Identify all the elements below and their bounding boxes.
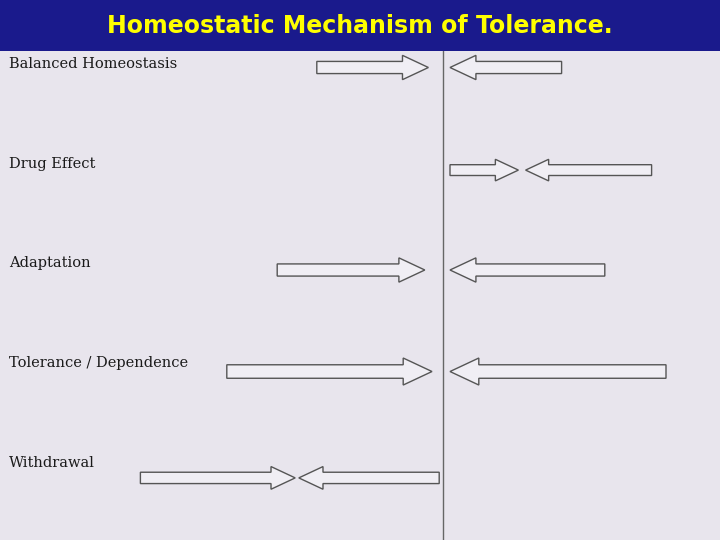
Text: Homeostatic Mechanism of Tolerance.: Homeostatic Mechanism of Tolerance. (107, 14, 613, 38)
Text: Drug Effect: Drug Effect (9, 157, 95, 171)
Polygon shape (450, 258, 605, 282)
Polygon shape (277, 258, 425, 282)
Polygon shape (140, 467, 295, 489)
Text: Adaptation: Adaptation (9, 256, 90, 271)
Text: Withdrawal: Withdrawal (9, 456, 94, 470)
Text: Tolerance / Dependence: Tolerance / Dependence (9, 356, 188, 370)
Bar (0, 0, 720, 51)
Polygon shape (299, 467, 439, 489)
Polygon shape (227, 358, 432, 385)
Polygon shape (450, 56, 562, 79)
Polygon shape (526, 159, 652, 181)
Text: Balanced Homeostasis: Balanced Homeostasis (9, 57, 177, 71)
Polygon shape (450, 358, 666, 385)
Polygon shape (317, 56, 428, 79)
Polygon shape (450, 159, 518, 181)
